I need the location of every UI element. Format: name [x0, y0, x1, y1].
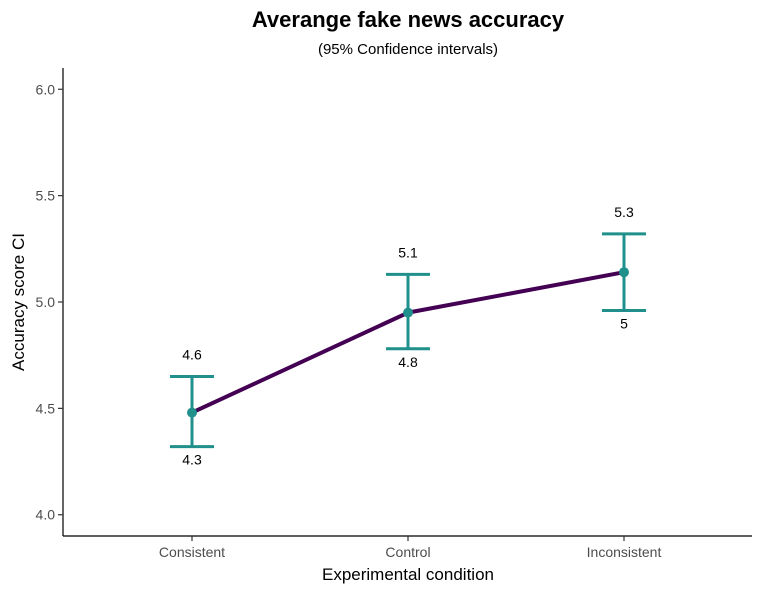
x-axis-ticks: Consistent Control Inconsistent: [159, 536, 662, 560]
x-tick-label: Inconsistent: [587, 544, 662, 560]
chart-subtitle: (95% Confidence intervals): [318, 41, 498, 58]
y-tick-label: 5.5: [36, 188, 56, 204]
y-tick-label: 4.5: [36, 400, 56, 416]
x-tick-label: Control: [385, 544, 430, 560]
upper-ci-label: 5.3: [614, 204, 634, 220]
plot-area: 4.0 4.5 5.0 5.5 6.0 Consistent Control Inconsi…: [36, 68, 752, 560]
upper-ci-label: 4.6: [182, 346, 202, 362]
data-point: [619, 267, 629, 278]
y-tick-label: 5.0: [36, 294, 56, 310]
x-axis-title: Experimental condition: [322, 565, 494, 584]
error-bars: [170, 232, 646, 449]
chart-title: Averange fake news accuracy: [252, 7, 565, 32]
data-labels: 4.6 4.3 5.1 4.8 5.3 5: [182, 204, 634, 468]
points: [187, 267, 629, 418]
y-axis-ticks: 4.0 4.5 5.0 5.5 6.0: [36, 81, 63, 523]
lower-ci-label: 5: [620, 316, 628, 332]
x-tick-label: Consistent: [159, 544, 225, 560]
data-point: [403, 307, 413, 318]
lower-ci-label: 4.3: [182, 452, 202, 468]
y-axis-title: Accuracy score CI: [9, 233, 28, 371]
y-tick-label: 4.0: [36, 507, 56, 523]
lower-ci-label: 4.8: [398, 354, 418, 370]
data-point: [187, 407, 197, 418]
upper-ci-label: 5.1: [398, 244, 418, 260]
y-tick-label: 6.0: [36, 81, 56, 97]
